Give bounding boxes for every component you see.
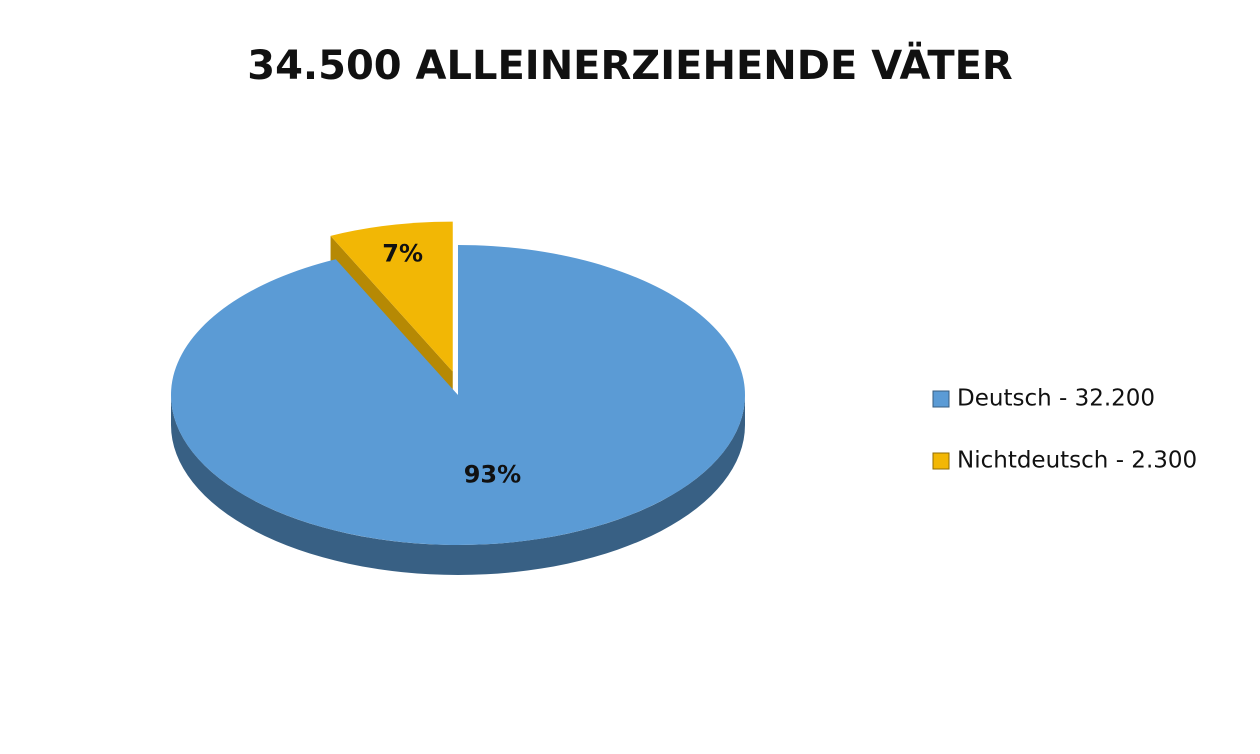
slice (171, 245, 746, 546)
legend-swatch (932, 390, 950, 408)
chart-title: 34.500 ALLEINERZIEHENDE VÄTER (247, 41, 1012, 89)
data-label: 7% (382, 239, 423, 267)
legend-label: Nichtdeutsch - 2.300 (957, 448, 1197, 474)
data-label: 93% (464, 461, 521, 489)
slice (330, 221, 453, 372)
legend-label: Deutsch - 32.200 (957, 386, 1155, 412)
slice-side (171, 395, 745, 575)
legend-swatch (932, 452, 950, 470)
